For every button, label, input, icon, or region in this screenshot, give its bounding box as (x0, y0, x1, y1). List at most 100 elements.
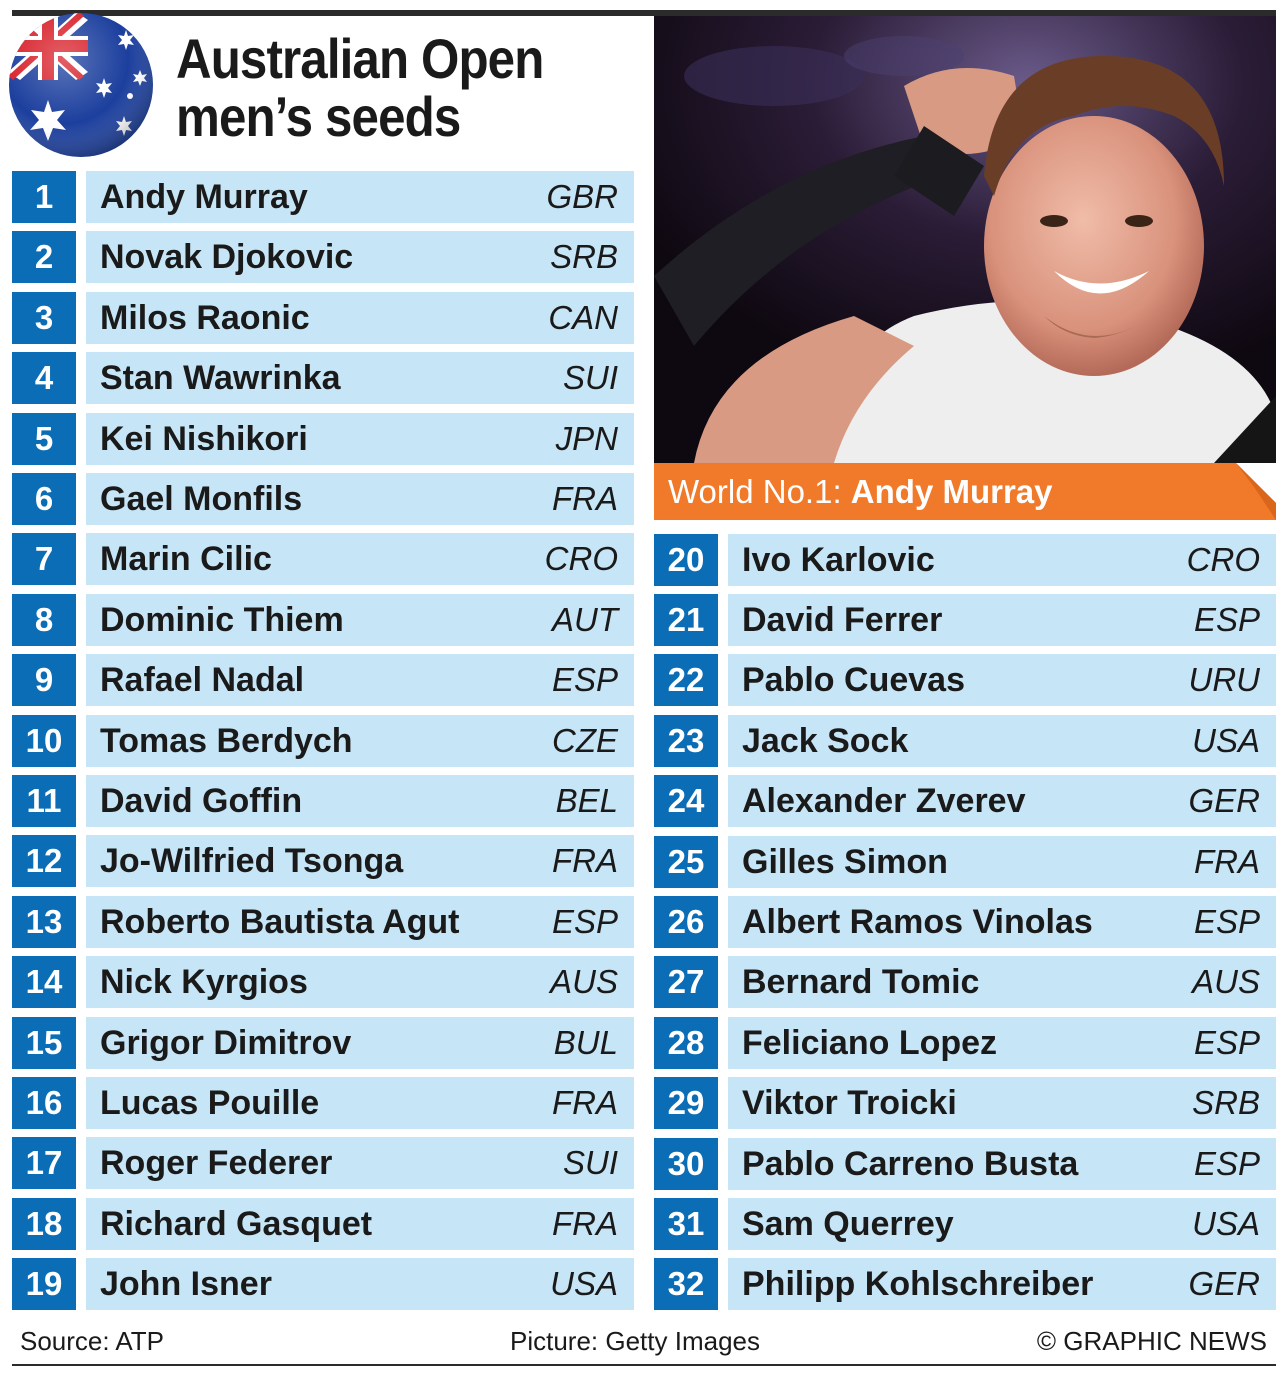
player-country: CZE (552, 721, 618, 759)
top-rule (12, 10, 1276, 16)
player-name: Stan Wawrinka (100, 359, 341, 398)
title-line-2: men’s seeds (176, 85, 461, 148)
seed-row: 28 Feliciano Lopez ESP (654, 1016, 1276, 1069)
player-photo (654, 16, 1276, 463)
player-country: USA (1192, 721, 1260, 759)
seed-number: 32 (654, 1258, 718, 1311)
caption-text: World No.1: Andy Murray (668, 473, 1053, 511)
seed-details: Alexander Zverev GER (728, 775, 1276, 828)
seed-number: 9 (12, 654, 76, 707)
seed-number: 24 (654, 775, 718, 828)
seed-row: 32 Philipp Kohlschreiber GER (654, 1258, 1276, 1311)
player-name: Gilles Simon (742, 842, 948, 881)
seed-details: Jo-Wilfried Tsonga FRA (86, 835, 634, 888)
player-country: SRB (550, 238, 618, 276)
player-name: Jo-Wilfried Tsonga (100, 842, 404, 881)
seed-row: 21 David Ferrer ESP (654, 593, 1276, 646)
australia-flag-icon (8, 12, 154, 158)
seed-number: 10 (12, 714, 76, 767)
player-name: Gael Monfils (100, 480, 303, 518)
seed-details: Lucas Pouille FRA (86, 1077, 634, 1129)
player-name: Tomas Berdych (100, 721, 353, 760)
player-country: FRA (552, 1084, 618, 1121)
title-line-1: Australian Open (176, 27, 544, 90)
seed-row: 11 David Goffin BEL (12, 775, 634, 827)
seed-number: 31 (654, 1197, 718, 1250)
player-name: David Goffin (100, 782, 303, 820)
seed-number: 17 (12, 1137, 76, 1190)
seed-number: 27 (654, 956, 718, 1009)
player-name: Jack Sock (742, 721, 909, 760)
seed-number: 15 (12, 1016, 76, 1069)
seed-number: 3 (12, 291, 76, 344)
player-name: Roger Federer (100, 1144, 333, 1183)
seed-row: 23 Jack Sock USA (654, 714, 1276, 767)
seed-row: 13 Roberto Bautista Agut ESP (12, 895, 634, 948)
seed-details: Sam Querrey USA (728, 1197, 1276, 1250)
seed-details: Kei Nishikori JPN (86, 412, 634, 465)
seed-row: 30 Pablo Carreno Busta ESP (654, 1137, 1276, 1190)
seed-number: 18 (12, 1197, 76, 1250)
caption-player-name: Andy Murray (850, 473, 1053, 510)
player-country: FRA (552, 480, 618, 517)
seed-number: 5 (12, 412, 76, 465)
seed-details: Richard Gasquet FRA (86, 1197, 634, 1250)
world-no1-caption: World No.1: Andy Murray (654, 463, 1276, 520)
seed-row: 22 Pablo Cuevas URU (654, 654, 1276, 707)
player-name: Viktor Troicki (742, 1084, 957, 1123)
seed-details: Philipp Kohlschreiber GER (728, 1258, 1276, 1311)
seed-number: 29 (654, 1077, 718, 1130)
seed-number: 13 (12, 895, 76, 948)
caption-prefix: World No.1: (668, 473, 851, 510)
player-country: FRA (552, 1204, 618, 1242)
player-name: Rafael Nadal (100, 661, 305, 700)
seed-number: 1 (12, 171, 76, 223)
player-name: Marin Cilic (100, 540, 272, 579)
player-name: Alexander Zverev (742, 782, 1026, 821)
seed-number: 14 (12, 956, 76, 1009)
seed-row: 8 Dominic Thiem AUT (12, 593, 634, 646)
seed-details: Bernard Tomic AUS (728, 956, 1276, 1009)
seed-row: 27 Bernard Tomic AUS (654, 956, 1276, 1009)
player-name: Pablo Cuevas (742, 661, 965, 700)
player-name: Novak Djokovic (100, 238, 354, 277)
seed-number: 22 (654, 654, 718, 707)
player-country: BUL (553, 1023, 618, 1061)
player-name: Nick Kyrgios (100, 963, 308, 1002)
seed-number: 12 (12, 835, 76, 888)
seed-row: 4 Stan Wawrinka SUI (12, 352, 634, 405)
seed-number: 4 (12, 352, 76, 405)
seed-number: 21 (654, 593, 718, 646)
seed-details: Roberto Bautista Agut ESP (86, 895, 634, 948)
seed-number: 20 (654, 533, 718, 586)
seed-row: 31 Sam Querrey USA (654, 1197, 1276, 1250)
seed-number: 30 (654, 1137, 718, 1190)
player-name: Bernard Tomic (742, 963, 980, 1002)
player-name: Albert Ramos Vinolas (742, 902, 1093, 941)
seed-row: 15 Grigor Dimitrov BUL (12, 1016, 634, 1069)
seed-details: Pablo Cuevas URU (728, 654, 1276, 707)
player-name: Lucas Pouille (100, 1084, 320, 1122)
player-country: CAN (548, 298, 618, 336)
player-name: David Ferrer (742, 600, 943, 639)
seed-details: John Isner USA (86, 1258, 634, 1311)
seed-details: Marin Cilic CRO (86, 533, 634, 586)
seed-row: 3 Milos Raonic CAN (12, 291, 634, 344)
player-country: ESP (1193, 902, 1260, 940)
player-name: Kei Nishikori (100, 419, 308, 458)
player-name: Feliciano Lopez (742, 1023, 998, 1062)
seed-details: David Ferrer ESP (728, 593, 1276, 646)
seed-row: 12 Jo-Wilfried Tsonga FRA (12, 835, 634, 888)
seed-number: 6 (12, 473, 76, 525)
seed-details: Gael Monfils FRA (86, 473, 634, 525)
player-country: FRA (1194, 842, 1260, 880)
seed-number: 2 (12, 231, 76, 284)
seed-details: Grigor Dimitrov BUL (86, 1016, 634, 1069)
seed-row: 5 Kei Nishikori JPN (12, 412, 634, 465)
player-country: GBR (546, 178, 618, 215)
player-name: Ivo Karlovic (742, 540, 935, 579)
player-name: Milos Raonic (100, 298, 310, 337)
seed-details: Tomas Berdych CZE (86, 714, 634, 767)
seed-number: 7 (12, 533, 76, 586)
seed-row: 20 Ivo Karlovic CRO (654, 533, 1276, 586)
